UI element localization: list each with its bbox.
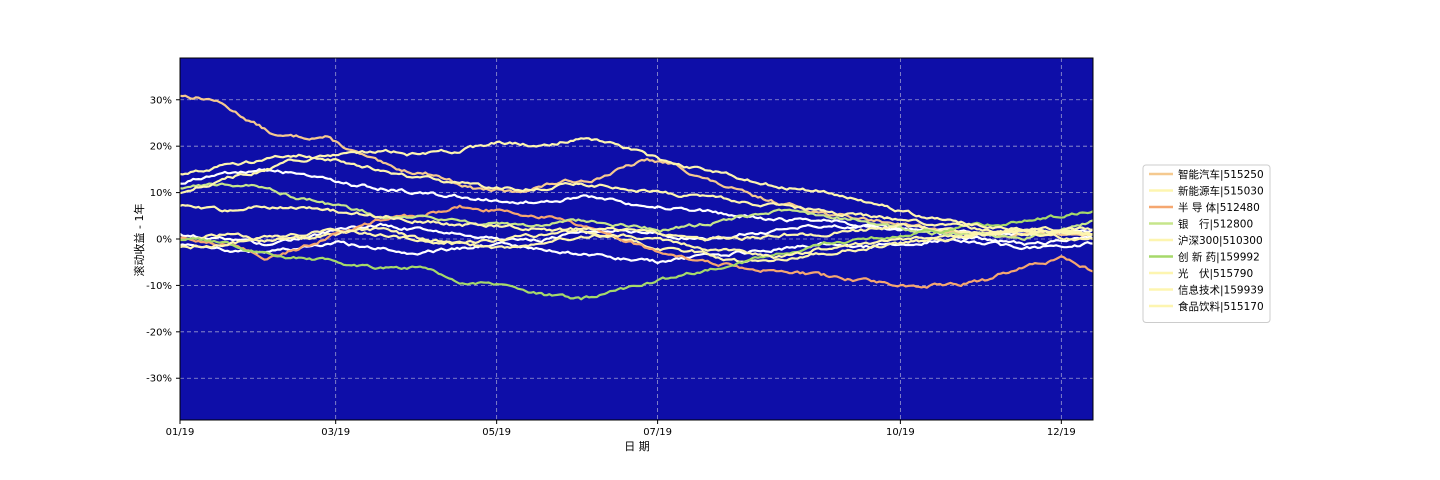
- y-tick-label: 30%: [150, 95, 172, 106]
- legend-entry: 光 伏|515790: [1178, 267, 1253, 280]
- y-tick-label: 20%: [150, 142, 172, 153]
- series-line: [179, 227, 1094, 260]
- x-tick-label: 12/19: [1047, 427, 1076, 438]
- legend-entry: 创 新 药|159992: [1178, 251, 1260, 264]
- legend-box: [1142, 164, 1271, 323]
- x-tick-label: 01/19: [166, 427, 195, 438]
- x-axis-ticks: 01/19 03/19 05/19 07/19 10/19 12/19: [166, 420, 1076, 438]
- legend-entry: 新能源车|515030: [1178, 185, 1264, 198]
- x-tick-label: 10/19: [886, 427, 915, 438]
- series-line: [179, 204, 1093, 242]
- x-tick-label: 05/19: [482, 427, 511, 438]
- series-line: [179, 204, 1094, 289]
- series-layer: [179, 94, 1094, 301]
- x-tick-label: 03/19: [321, 427, 350, 438]
- y-tick-label: -30%: [146, 374, 172, 385]
- x-tick-label: 07/19: [643, 427, 672, 438]
- legend-entry: 信息技术|159939: [1178, 284, 1264, 297]
- series-line: [179, 168, 1094, 237]
- y-tick-label: -20%: [146, 327, 172, 338]
- series-line: [179, 210, 1094, 301]
- y-tick-label: 10%: [150, 188, 172, 199]
- legend-entry: 智能汽车|515250: [1178, 168, 1264, 181]
- y-tick-label: 0%: [156, 235, 172, 246]
- y-axis-ticks: -30% -20% -10% 0% 10% 20% 30%: [146, 95, 180, 385]
- x-axis-label: 日 期: [624, 440, 650, 453]
- series-line: [179, 137, 1094, 237]
- y-tick-label: -10%: [146, 281, 172, 292]
- legend-entry: 食品饮料|515170: [1178, 300, 1264, 313]
- legend-entry: 沪深300|510300: [1178, 234, 1263, 247]
- legend-entry: 半 导 体|512480: [1178, 201, 1260, 214]
- y-axis-label: 滚动收益 - 1年: [132, 204, 146, 277]
- series-line: [179, 153, 1094, 242]
- legend-entry: 银 行|512800: [1178, 218, 1253, 231]
- legend: 智能汽车|515250 新能源车|515030 半 导 体|512480 银 行|51…: [1142, 164, 1271, 323]
